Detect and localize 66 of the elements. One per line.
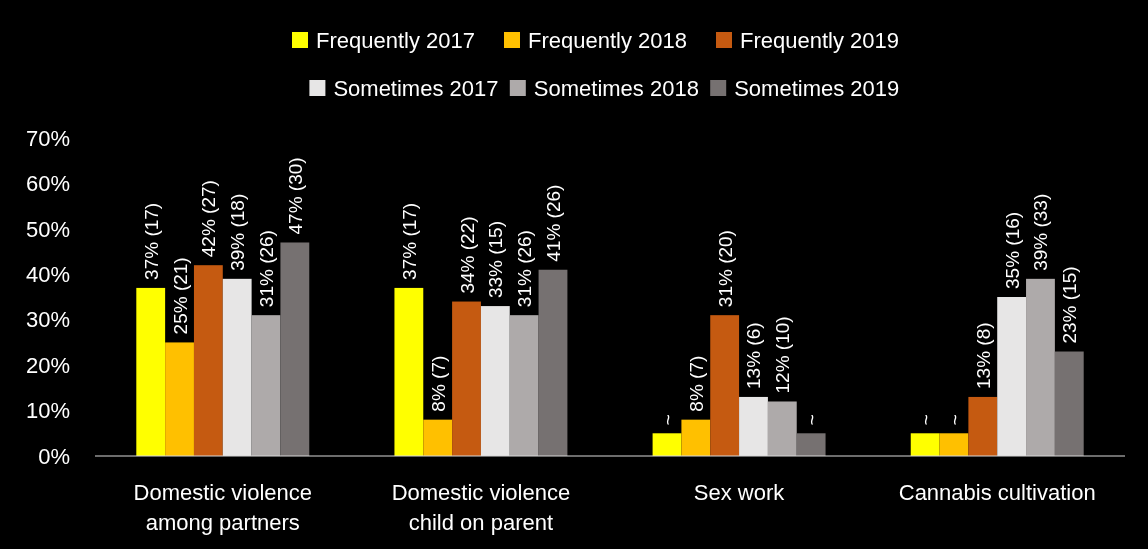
data-label: ~ [915, 414, 937, 426]
data-label: 37% (17) [140, 202, 162, 280]
bar [193, 265, 223, 456]
data-label: 13% (8) [972, 322, 994, 389]
legend-label: Sometimes 2017 [333, 76, 499, 101]
bar [280, 242, 310, 456]
bar [652, 433, 682, 456]
data-label: 33% (15) [485, 220, 507, 299]
data-label: ~ [801, 414, 823, 426]
y-tick-label: 30% [25, 307, 70, 333]
data-label: 13% (6) [743, 322, 765, 389]
data-label: ~ [943, 414, 965, 426]
bar [968, 396, 998, 456]
x-tick-label: Domestic violence child on parent [391, 480, 571, 535]
data-label: 25% (21) [169, 257, 191, 335]
bar [136, 287, 166, 456]
bar [997, 297, 1027, 456]
legend-label: Frequently 2018 [528, 28, 687, 53]
bar [681, 419, 711, 456]
bar [480, 306, 510, 456]
data-label: 31% (20) [714, 230, 736, 308]
bar [394, 287, 424, 456]
data-label: 41% (26) [542, 184, 564, 262]
x-tick-label: Sex work [693, 480, 786, 505]
bar [509, 315, 539, 456]
y-tick-label: 10% [25, 398, 70, 424]
data-label: 39% (18) [227, 193, 249, 271]
y-tick-label: 70% [25, 125, 70, 151]
bar [1054, 351, 1084, 456]
bar [939, 433, 969, 456]
bar [452, 301, 481, 456]
x-tick-label: Cannabis cultivation [898, 480, 1096, 505]
legend-label: Frequently 2019 [740, 28, 899, 53]
bar [1026, 278, 1055, 456]
data-label: 31% (26) [256, 230, 278, 308]
bar [251, 315, 281, 456]
data-label: 8% (7) [685, 355, 707, 412]
legend-label: Frequently 2017 [316, 28, 475, 53]
bar [222, 278, 252, 456]
bar [423, 419, 453, 456]
data-label: 31% (26) [514, 230, 536, 308]
x-tick-label: Domestic violence among partners [133, 480, 313, 535]
data-label: 12% (10) [772, 316, 794, 394]
bar [910, 433, 940, 456]
data-label: 8% (7) [427, 355, 449, 412]
y-tick-label: 50% [25, 216, 70, 242]
legend-label: Sometimes 2018 [533, 76, 699, 101]
bar [165, 342, 194, 456]
data-label: 47% (30) [284, 157, 306, 235]
data-label: 42% (27) [198, 180, 220, 258]
bar [739, 396, 768, 456]
data-label: 37% (17) [398, 202, 420, 280]
data-label: 23% (15) [1059, 266, 1081, 344]
data-label: 34% (22) [456, 216, 478, 294]
y-tick-label: 40% [25, 261, 70, 287]
data-label: ~ [657, 414, 679, 426]
bar [796, 433, 826, 456]
data-label: 39% (33) [1030, 193, 1052, 271]
bar [710, 315, 740, 456]
data-label: 35% (16) [1001, 211, 1023, 289]
legend-label: Sometimes 2019 [734, 76, 900, 101]
y-tick-label: 0% [38, 443, 70, 469]
y-tick-label: 60% [25, 171, 70, 197]
y-tick-label: 20% [25, 352, 70, 378]
bar [767, 401, 797, 456]
bar [538, 269, 568, 456]
